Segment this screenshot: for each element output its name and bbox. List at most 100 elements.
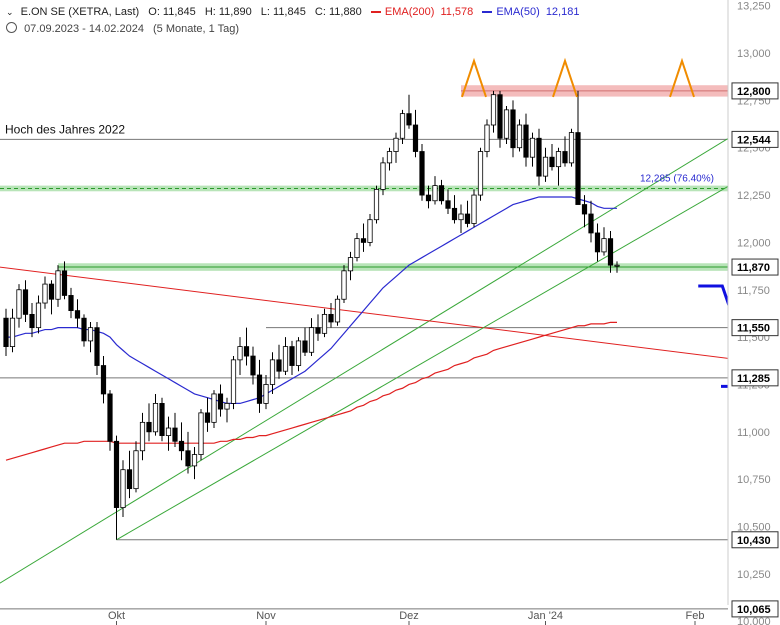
candle: [120, 460, 126, 518]
candle-body: [432, 185, 438, 202]
candle-body: [360, 238, 367, 243]
candle-body: [614, 264, 620, 267]
candle-body: [588, 213, 594, 234]
candle: [224, 397, 230, 423]
candle-body: [471, 194, 477, 224]
candle-body: [373, 188, 380, 221]
candles-layer: [3, 90, 620, 540]
candle: [68, 287, 74, 319]
y-tick-label: 10,750: [737, 474, 771, 486]
candle: [321, 308, 328, 338]
candle: [471, 189, 477, 228]
candle-body: [178, 440, 185, 452]
candle: [113, 435, 120, 540]
candle-body: [126, 469, 133, 490]
level-badge: [731, 369, 779, 387]
candle: [555, 147, 562, 186]
candle-body: [282, 346, 289, 372]
candle-body: [100, 365, 107, 395]
candle-body: [256, 374, 263, 404]
candle: [347, 251, 354, 281]
candle: [458, 204, 464, 233]
low-value: L: 11,845: [260, 6, 306, 18]
candle-body: [451, 207, 458, 221]
candle: [9, 308, 16, 353]
ema200-label: EMA(200): [384, 6, 435, 18]
candle: [503, 106, 510, 144]
candle: [230, 356, 237, 410]
candle-body: [529, 137, 536, 158]
candle-body: [295, 340, 302, 366]
period-duration: (5 Monate, 1 Tag): [153, 23, 240, 35]
candle-body: [419, 151, 425, 196]
candle: [133, 441, 139, 493]
candle-body: [523, 124, 529, 158]
candle: [152, 393, 159, 436]
y-tick-label: 13,250: [737, 1, 771, 13]
candle: [536, 128, 542, 186]
candle-body: [191, 454, 198, 467]
high-value: H: 11,890: [204, 6, 252, 18]
instrument-name: E.ON SE (XETRA, Last): [20, 6, 140, 18]
candle-body: [393, 137, 399, 152]
candle-body: [536, 137, 542, 177]
candle-body: [61, 270, 68, 296]
candle: [549, 143, 555, 171]
candle: [74, 299, 81, 328]
candle: [575, 90, 581, 205]
candle-body: [555, 151, 562, 168]
candle: [250, 346, 256, 385]
level-badge-label: 12,544: [737, 134, 772, 146]
y-tick-label: 12,250: [737, 190, 771, 202]
candle-body: [269, 359, 276, 385]
level-badge-label: 10,065: [737, 604, 771, 616]
candle-body: [48, 283, 55, 300]
chart-legend: ⌄ E.ON SE (XETRA, Last) O: 11,845 H: 11,…: [0, 0, 730, 40]
collapse-icon[interactable]: ⌄: [6, 7, 14, 17]
candle: [276, 344, 282, 379]
candle: [269, 352, 276, 394]
ema50-value: 12,181: [545, 6, 580, 18]
level-badge: [731, 319, 779, 337]
candle: [198, 409, 204, 461]
candle-body: [113, 440, 120, 508]
legend-row-period: 07.09.2023 - 14.02.2024 (5 Monate, 1 Tag…: [6, 22, 239, 35]
candle: [237, 337, 243, 375]
candle-body: [172, 427, 178, 442]
candle-body: [211, 393, 217, 423]
candle: [451, 195, 458, 224]
candle: [523, 113, 529, 167]
level-badge-label: 12,800: [737, 86, 771, 98]
candle-body: [55, 270, 61, 300]
candle-body: [503, 109, 510, 139]
candle-body: [497, 94, 503, 139]
ema50-line: [6, 196, 617, 405]
y-tick-label: 10,250: [737, 569, 771, 581]
candle: [282, 337, 289, 375]
candle: [477, 147, 484, 201]
candle-body: [263, 384, 269, 404]
candle-body: [347, 257, 354, 272]
candle: [529, 132, 536, 167]
candle-body: [16, 289, 22, 319]
candle-body: [243, 346, 250, 357]
candle: [191, 446, 198, 480]
candle-body: [74, 310, 81, 319]
candle-body: [42, 283, 48, 304]
candle-body: [399, 113, 406, 139]
candle: [55, 265, 61, 307]
candle-body: [120, 469, 126, 508]
candle-body: [302, 340, 308, 353]
candle: [165, 416, 172, 451]
candle-body: [354, 238, 360, 258]
candle-body: [146, 421, 152, 433]
candle: [432, 176, 438, 205]
candle-body: [315, 327, 321, 334]
candle: [295, 337, 302, 372]
level-badge: [731, 130, 779, 148]
candle: [393, 132, 399, 163]
head-mark: [552, 57, 578, 98]
candle-body: [165, 427, 172, 437]
y-tick-label: 11,000: [737, 427, 770, 439]
